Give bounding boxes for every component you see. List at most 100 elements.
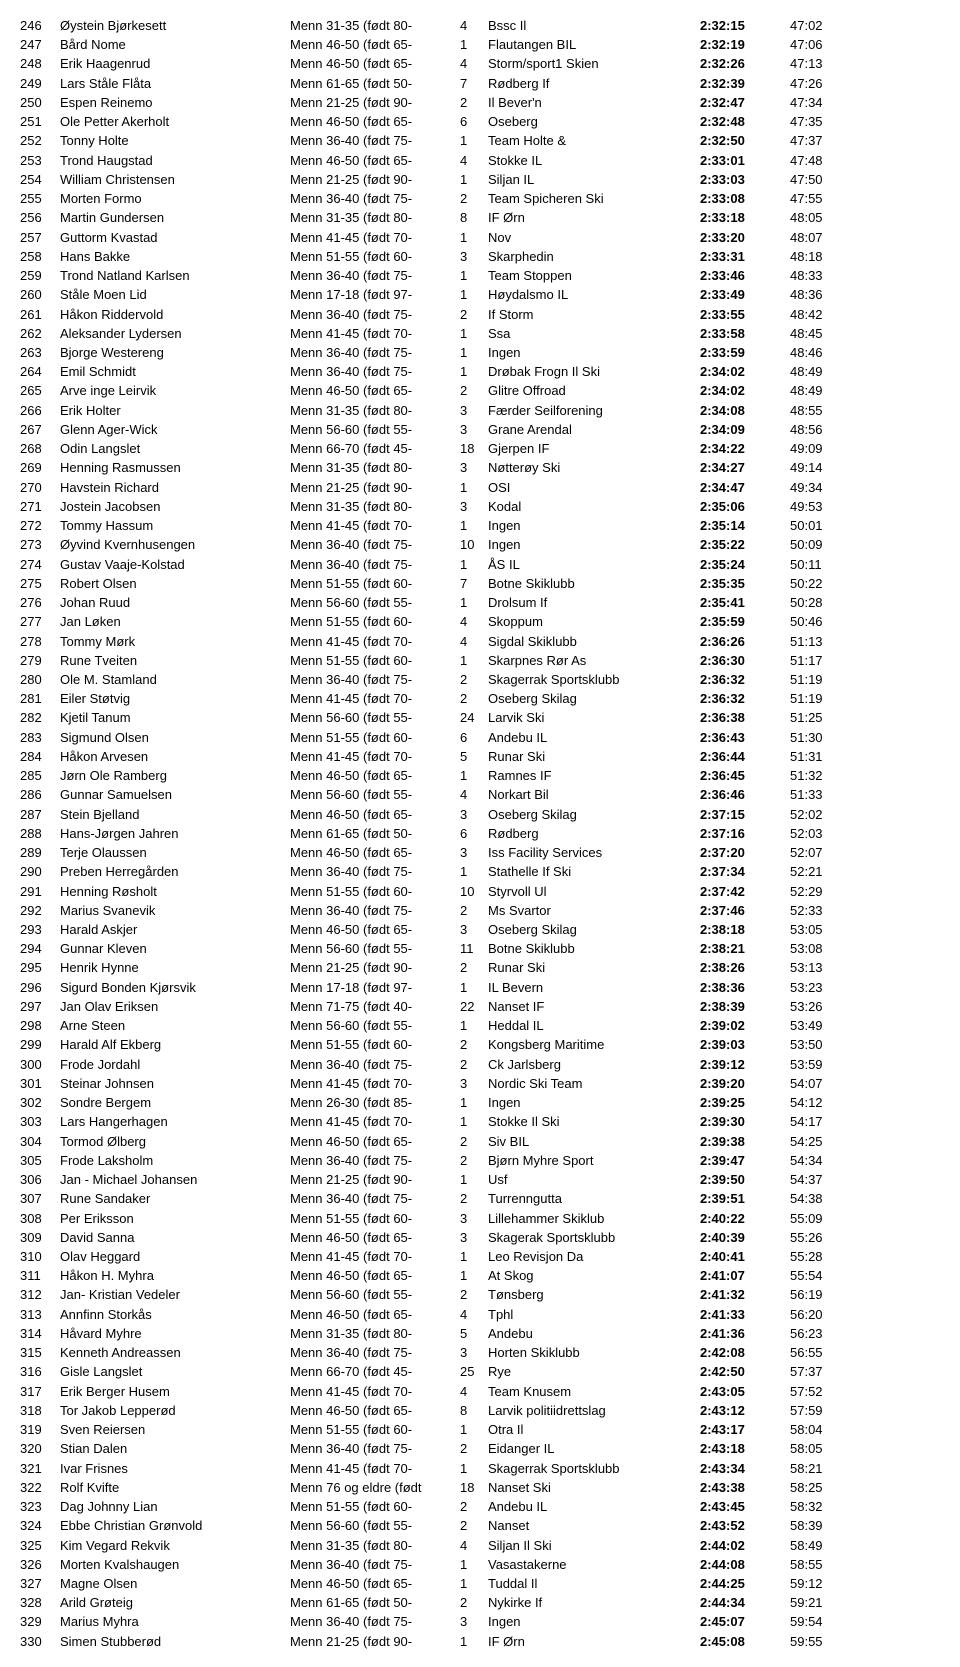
col-name: Jan Olav Eriksen (60, 997, 290, 1016)
col-category: Menn 41-45 (født 70- (290, 632, 460, 651)
table-row: 250Espen ReinemoMenn 21-25 (født 90-2Il … (20, 93, 940, 112)
col-sub: 1 (460, 978, 488, 997)
col-diff: 52:07 (790, 843, 860, 862)
col-category: Menn 41-45 (født 70- (290, 324, 460, 343)
col-category: Menn 36-40 (født 75- (290, 1555, 460, 1574)
col-category: Menn 36-40 (født 75- (290, 1343, 460, 1362)
col-rank: 319 (20, 1420, 60, 1439)
col-club: Flautangen BIL (488, 35, 700, 54)
table-row: 310Olav HeggardMenn 41-45 (født 70-1Leo … (20, 1247, 940, 1266)
col-diff: 49:14 (790, 458, 860, 477)
col-name: Espen Reinemo (60, 93, 290, 112)
col-name: Erik Holter (60, 401, 290, 420)
col-name: Lars Hangerhagen (60, 1112, 290, 1131)
table-row: 255Morten FormoMenn 36-40 (født 75-2Team… (20, 189, 940, 208)
col-name: Frode Laksholm (60, 1151, 290, 1170)
col-name: Rune Sandaker (60, 1189, 290, 1208)
col-sub: 1 (460, 516, 488, 535)
col-category: Menn 36-40 (født 75- (290, 189, 460, 208)
table-row: 300Frode JordahlMenn 36-40 (født 75-2Ck … (20, 1055, 940, 1074)
col-category: Menn 46-50 (født 65- (290, 1266, 460, 1285)
col-club: Vasastakerne (488, 1555, 700, 1574)
col-diff: 52:21 (790, 862, 860, 881)
col-time: 2:32:48 (700, 112, 790, 131)
col-club: Botne Skiklubb (488, 939, 700, 958)
col-time: 2:35:24 (700, 555, 790, 574)
col-sub: 4 (460, 1536, 488, 1555)
table-row: 313Annfinn StorkåsMenn 46-50 (født 65-4T… (20, 1305, 940, 1324)
table-row: 295Henrik HynneMenn 21-25 (født 90-2Runa… (20, 958, 940, 977)
col-time: 2:37:20 (700, 843, 790, 862)
col-rank: 248 (20, 54, 60, 73)
table-row: 261Håkon RiddervoldMenn 36-40 (født 75-2… (20, 305, 940, 324)
col-sub: 1 (460, 362, 488, 381)
col-sub: 1 (460, 1112, 488, 1131)
col-diff: 55:26 (790, 1228, 860, 1247)
col-category: Menn 61-65 (født 50- (290, 824, 460, 843)
col-name: Odin Langslet (60, 439, 290, 458)
col-time: 2:36:32 (700, 670, 790, 689)
col-name: Sigmund Olsen (60, 728, 290, 747)
col-name: Terje Olaussen (60, 843, 290, 862)
col-diff: 51:25 (790, 708, 860, 727)
col-category: Menn 36-40 (født 75- (290, 1055, 460, 1074)
col-diff: 54:07 (790, 1074, 860, 1093)
col-rank: 290 (20, 862, 60, 881)
col-rank: 275 (20, 574, 60, 593)
col-category: Menn 36-40 (født 75- (290, 535, 460, 554)
table-row: 272Tommy HassumMenn 41-45 (født 70-1Inge… (20, 516, 940, 535)
col-name: Trond Haugstad (60, 151, 290, 170)
col-club: At Skog (488, 1266, 700, 1285)
col-rank: 250 (20, 93, 60, 112)
col-club: Storm/sport1 Skien (488, 54, 700, 73)
table-row: 284Håkon ArvesenMenn 41-45 (født 70-5Run… (20, 747, 940, 766)
table-row: 287Stein BjellandMenn 46-50 (født 65-3Os… (20, 805, 940, 824)
table-row: 324Ebbe Christian GrønvoldMenn 56-60 (fø… (20, 1516, 940, 1535)
col-diff: 56:55 (790, 1343, 860, 1362)
col-diff: 47:26 (790, 74, 860, 93)
col-rank: 255 (20, 189, 60, 208)
col-category: Menn 41-45 (født 70- (290, 689, 460, 708)
col-club: If Storm (488, 305, 700, 324)
col-diff: 53:59 (790, 1055, 860, 1074)
col-rank: 283 (20, 728, 60, 747)
col-club: Bssc Il (488, 16, 700, 35)
col-sub: 1 (460, 35, 488, 54)
col-sub: 10 (460, 535, 488, 554)
col-diff: 52:29 (790, 882, 860, 901)
col-name: Olav Heggard (60, 1247, 290, 1266)
col-time: 2:43:45 (700, 1497, 790, 1516)
table-row: 254William ChristensenMenn 21-25 (født 9… (20, 170, 940, 189)
col-sub: 4 (460, 1382, 488, 1401)
col-name: Havstein Richard (60, 478, 290, 497)
table-row: 303Lars HangerhagenMenn 41-45 (født 70-1… (20, 1112, 940, 1131)
table-row: 249Lars Ståle FlåtaMenn 61-65 (født 50-7… (20, 74, 940, 93)
col-time: 2:37:15 (700, 805, 790, 824)
col-time: 2:41:07 (700, 1266, 790, 1285)
col-time: 2:34:08 (700, 401, 790, 420)
col-category: Menn 56-60 (født 55- (290, 708, 460, 727)
table-row: 248Erik HaagenrudMenn 46-50 (født 65-4St… (20, 54, 940, 73)
col-diff: 58:04 (790, 1420, 860, 1439)
col-rank: 306 (20, 1170, 60, 1189)
col-rank: 278 (20, 632, 60, 651)
col-diff: 58:05 (790, 1439, 860, 1458)
col-diff: 54:12 (790, 1093, 860, 1112)
col-name: Ole M. Stamland (60, 670, 290, 689)
col-rank: 268 (20, 439, 60, 458)
col-rank: 303 (20, 1112, 60, 1131)
col-sub: 11 (460, 939, 488, 958)
col-club: Stokke IL (488, 151, 700, 170)
col-name: Rune Tveiten (60, 651, 290, 670)
col-diff: 56:19 (790, 1285, 860, 1304)
col-name: Sondre Bergem (60, 1093, 290, 1112)
col-name: Magne Olsen (60, 1574, 290, 1593)
col-sub: 7 (460, 574, 488, 593)
col-diff: 47:50 (790, 170, 860, 189)
table-row: 320Stian DalenMenn 36-40 (født 75-2Eidan… (20, 1439, 940, 1458)
col-club: Team Stoppen (488, 266, 700, 285)
col-category: Menn 31-35 (født 80- (290, 208, 460, 227)
col-category: Menn 21-25 (født 90- (290, 170, 460, 189)
col-sub: 5 (460, 1324, 488, 1343)
col-sub: 8 (460, 208, 488, 227)
